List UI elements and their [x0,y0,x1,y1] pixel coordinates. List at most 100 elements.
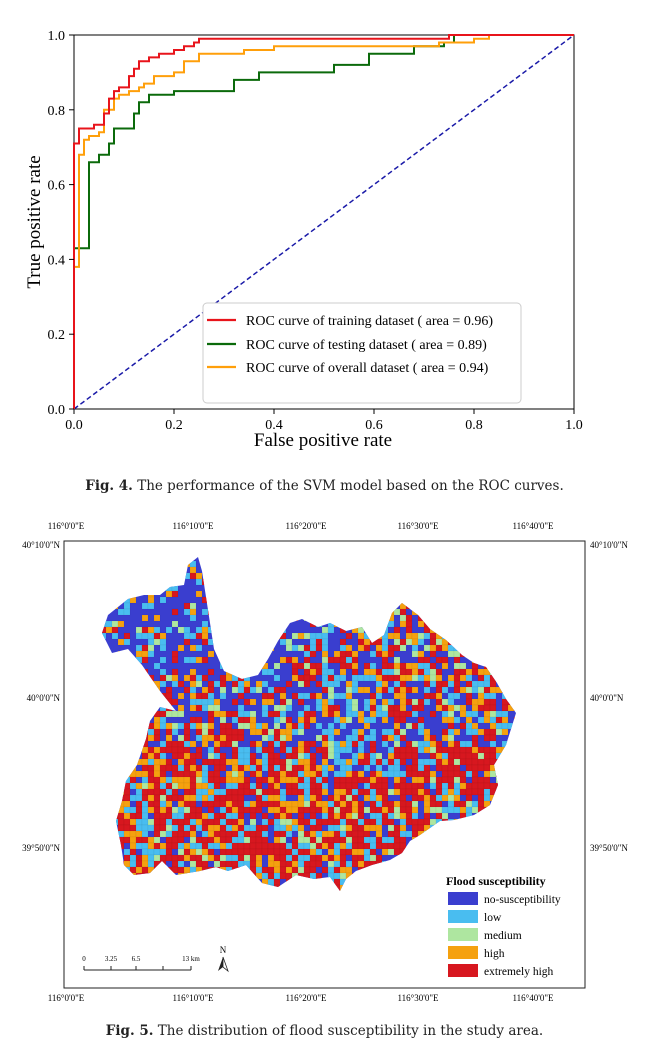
grid-cell [465,608,473,616]
grid-cell [399,818,407,826]
grid-cell [357,584,365,592]
grid-cell [153,722,161,730]
grid-cell [141,716,149,724]
grid-cell [195,626,203,634]
grid-cell [303,572,311,580]
grid-cell [285,806,293,814]
grid-cell [513,764,516,772]
grid-cell [465,620,473,628]
grid-cell [159,692,167,700]
grid-cell [159,638,167,646]
grid-cell [501,818,509,826]
grid-cell [237,818,245,826]
grid-cell [171,752,179,760]
grid-cell [399,590,407,598]
grid-cell [147,872,155,880]
grid-cell [303,860,311,868]
grid-cell [291,824,299,832]
grid-cell [483,650,491,658]
grid-cell [195,752,203,760]
legend-swatch [448,946,478,959]
grid-cell [165,824,173,832]
grid-cell [111,836,119,844]
grid-cell [141,830,149,838]
grid-cell [345,620,353,628]
grid-cell [243,890,251,891]
grid-cell [507,650,515,658]
grid-cell [489,572,497,580]
grid-cell [495,866,503,874]
grid-cell [411,872,419,880]
grid-cell [477,728,485,736]
grid-cell [405,686,413,694]
grid-cell [303,596,311,604]
grid-cell [201,800,209,808]
grid-cell [165,578,173,586]
grid-cell [267,644,275,652]
grid-cell [207,806,215,814]
grid-cell [195,674,203,682]
grid-cell [171,728,179,736]
grid-cell [279,632,287,640]
grid-cell [129,770,137,778]
grid-cell [111,620,119,628]
grid-cell [135,668,143,676]
grid-cell [219,866,227,874]
grid-cell [501,788,509,796]
grid-cell [285,854,293,862]
grid-cell [327,866,335,874]
grid-cell [303,866,311,874]
grid-cell [279,716,287,724]
grid-cell [357,770,365,778]
grid-cell [429,890,437,891]
grid-cell [333,866,341,874]
grid-cell [477,788,485,796]
grid-cell [357,824,365,832]
grid-cell [327,884,335,891]
grid-cell [441,848,449,856]
grid-cell [105,866,113,874]
grid-cell [303,668,311,676]
grid-cell [201,830,209,838]
grid-cell [501,746,509,754]
grid-cell [513,722,516,730]
grid-cell [297,776,305,784]
grid-cell [339,638,347,646]
grid-cell [102,698,107,706]
grid-cell [501,728,509,736]
grid-cell [267,608,275,616]
grid-cell [375,632,383,640]
grid-cell [387,590,395,598]
grid-cell [213,800,221,808]
grid-cell [381,710,389,718]
grid-cell [105,872,113,880]
grid-cell [435,782,443,790]
grid-cell [153,860,161,868]
grid-cell [447,722,455,730]
grid-cell [243,656,251,664]
grid-cell [477,746,485,754]
grid-cell [327,848,335,856]
grid-cell [297,674,305,682]
grid-cell [423,812,431,820]
grid-cell [201,836,209,844]
grid-cell [255,806,263,814]
x-tick-label: 0.6 [365,418,383,433]
grid-cell [471,578,479,586]
right-lat-label: 39°50'0"N [590,843,628,853]
grid-cell [147,650,155,658]
grid-cell [363,608,371,616]
grid-cell [201,620,209,628]
grid-cell [363,758,371,766]
grid-cell [225,614,233,622]
grid-cell [465,764,473,772]
grid-cell [489,704,497,712]
grid-cell [333,710,341,718]
grid-cell [195,656,203,664]
grid-cell [273,560,281,568]
grid-cell [477,860,485,868]
grid-cell [141,878,149,886]
grid-cell [231,674,239,682]
grid-cell [291,614,299,622]
grid-cell [507,722,515,730]
